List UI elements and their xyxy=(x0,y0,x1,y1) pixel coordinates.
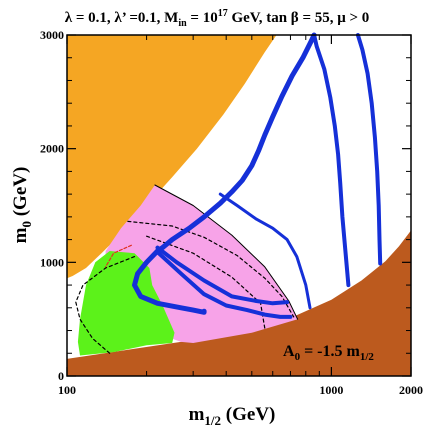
x-axis-label: m1/2 (GeV) xyxy=(189,404,276,428)
a0-annotation: A0 = -1.5 m1/2 xyxy=(283,343,374,363)
contour-blue-lower-branch xyxy=(155,250,293,319)
x-tick-label: 100 xyxy=(58,383,76,397)
contour-blue-mid-branch xyxy=(218,192,312,310)
x-tick-label: 1000 xyxy=(319,383,343,397)
contour-layer xyxy=(75,32,383,354)
chart-title: λ = 0.1, λ’ =0.1, Min = 1017 GeV, tan β … xyxy=(65,8,370,29)
y-tick-label: 1000 xyxy=(40,255,64,269)
y-axis-label-sub: 0 xyxy=(19,221,34,228)
title-main: λ = 0.1, λ’ =0.1, M xyxy=(65,10,179,26)
contour-blue-inner-loop xyxy=(132,32,317,315)
y-tick-label: 0 xyxy=(58,369,64,383)
title-end: GeV, tan β = 55, μ > 0 xyxy=(228,10,370,26)
y-axis-label: m0 (GeV) xyxy=(10,167,34,244)
y-axis-label-main: m xyxy=(10,227,31,243)
contour-blue-middle-loop xyxy=(312,33,351,288)
contour-black-dashed-left-arc xyxy=(75,256,136,354)
region-brown xyxy=(67,230,411,376)
y-tick-label: 3000 xyxy=(40,28,64,42)
annotation-sub2: 1/2 xyxy=(360,351,375,363)
annotation-main: A xyxy=(283,343,295,360)
contour-black-dashed-contour-outer xyxy=(127,220,295,318)
annotation-mid: = -1.5 m xyxy=(300,343,360,360)
y-axis-label-unit: (GeV) xyxy=(10,167,31,221)
title-sub: in xyxy=(178,18,187,29)
region-green xyxy=(77,251,175,356)
contour-blue-upper-left-branch xyxy=(155,245,290,306)
x-axis-label-unit: (GeV) xyxy=(221,404,275,425)
plot-frame xyxy=(66,34,412,377)
x-axis-label-main: m xyxy=(189,404,205,425)
x-axis-label-sub: 1/2 xyxy=(204,413,221,428)
contour-blue-outer-loop xyxy=(355,33,383,266)
region-orange xyxy=(67,35,277,279)
contour-black-solid-boundary xyxy=(154,184,299,320)
annotation-sub: 0 xyxy=(295,351,301,363)
x-tick-label: 2000 xyxy=(399,383,423,397)
title-sup: 17 xyxy=(218,8,228,19)
y-tick-label: 2000 xyxy=(40,142,64,156)
tick-layer: 100 1000 2000 0 1000 2000 3000 xyxy=(40,28,423,397)
title-mid: = 10 xyxy=(187,10,218,26)
contour-black-dashed-contour-inner xyxy=(146,235,266,329)
contour-red-dashed-contour xyxy=(104,244,132,268)
